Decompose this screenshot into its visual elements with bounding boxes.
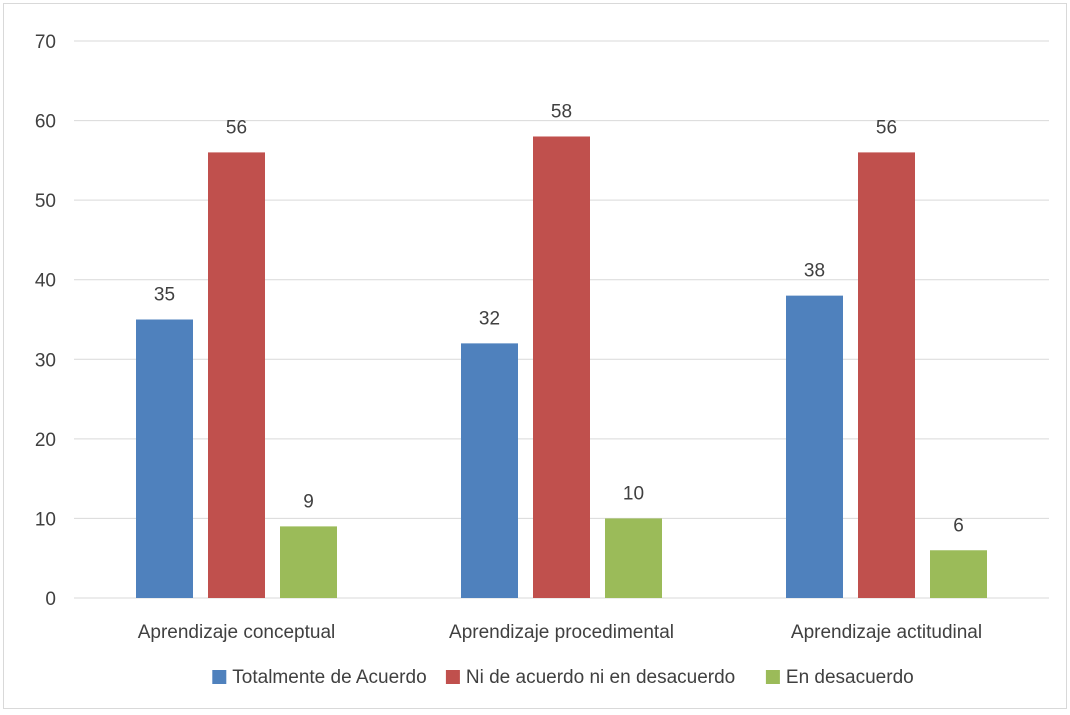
data-label: 58 (551, 101, 572, 122)
bar-1-1 (136, 319, 193, 598)
y-tick-label: 0 (45, 589, 56, 610)
data-label: 9 (303, 491, 314, 512)
y-tick-label: 70 (35, 32, 56, 53)
legend-swatch-2 (445, 670, 460, 684)
data-label: 6 (953, 515, 964, 536)
legend-label: En desacuerdo (786, 667, 914, 688)
bar-chart: 0 10 20 30 40 50 60 70 35 56 9 Aprendizaje conceptu… (35, 32, 1049, 688)
y-tick-label: 20 (35, 430, 56, 451)
data-label: 56 (876, 117, 897, 138)
y-tick-label: 60 (35, 112, 56, 133)
legend-label: Totalmente de Acuerdo (232, 667, 426, 688)
x-tick-label: Aprendizaje procedimental (449, 622, 674, 643)
data-label: 35 (154, 285, 175, 306)
y-tick-label: 30 (35, 350, 56, 371)
bar-3-2 (605, 518, 662, 598)
data-label: 38 (804, 261, 825, 282)
data-label: 32 (479, 308, 500, 329)
legend-label: Ni de acuerdo ni en desacuerdo (466, 667, 735, 688)
bar-2-3 (858, 152, 915, 598)
x-tick-label: Aprendizaje conceptual (138, 622, 336, 643)
y-tick-label: 50 (35, 191, 56, 212)
bar-3-3 (930, 550, 987, 598)
chart-container: 0 10 20 30 40 50 60 70 35 56 9 Aprendizaje conceptu… (3, 3, 1067, 709)
bar-1-2 (461, 343, 518, 598)
bar-1-3 (786, 295, 843, 598)
legend-swatch-3 (765, 670, 780, 684)
legend-swatch-1 (212, 670, 227, 684)
data-label: 10 (623, 483, 644, 504)
y-tick-label: 10 (35, 509, 56, 530)
bar-2-2 (533, 136, 590, 598)
bar-2-1 (208, 152, 265, 598)
x-tick-label: Aprendizaje actitudinal (791, 622, 982, 643)
y-tick-label: 40 (35, 271, 56, 292)
bar-3-1 (280, 526, 337, 598)
data-label: 56 (226, 117, 247, 138)
